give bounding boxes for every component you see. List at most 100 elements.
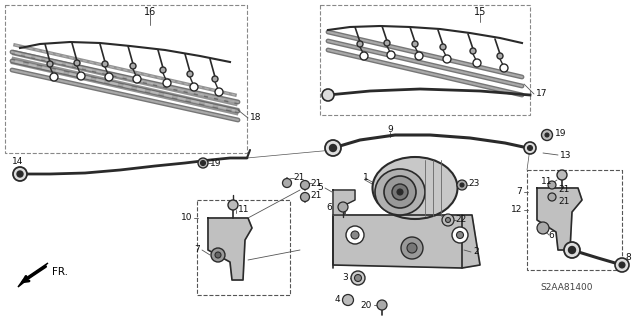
Circle shape [456, 232, 463, 239]
Text: 2: 2 [473, 248, 479, 256]
Text: 7: 7 [516, 188, 522, 197]
Text: 15: 15 [474, 7, 486, 17]
Circle shape [527, 145, 532, 151]
Circle shape [443, 55, 451, 63]
Bar [197, 200, 290, 295]
Circle shape [105, 73, 113, 81]
Polygon shape [18, 263, 48, 287]
Circle shape [301, 192, 310, 202]
Circle shape [74, 60, 80, 66]
Circle shape [133, 75, 141, 83]
Text: 16: 16 [144, 7, 156, 17]
Circle shape [187, 71, 193, 77]
Text: 8: 8 [625, 254, 631, 263]
Text: 18: 18 [250, 114, 262, 122]
Text: 4: 4 [334, 295, 340, 305]
Circle shape [198, 158, 208, 168]
Circle shape [211, 248, 225, 262]
Circle shape [77, 72, 85, 80]
Text: 21: 21 [310, 190, 321, 199]
Circle shape [357, 41, 363, 47]
Circle shape [384, 40, 390, 46]
Text: 6: 6 [326, 204, 332, 212]
Circle shape [355, 275, 362, 281]
Circle shape [338, 202, 348, 212]
Text: 6: 6 [548, 231, 554, 240]
Circle shape [452, 227, 468, 243]
Text: 3: 3 [342, 273, 348, 283]
Text: 11: 11 [238, 205, 250, 214]
Circle shape [460, 183, 464, 187]
Circle shape [377, 300, 387, 310]
Text: S2AA81400: S2AA81400 [540, 283, 593, 292]
Circle shape [619, 262, 625, 268]
Text: 1: 1 [363, 174, 369, 182]
Circle shape [545, 133, 549, 137]
Circle shape [497, 53, 503, 59]
Polygon shape [333, 190, 355, 215]
Circle shape [351, 231, 359, 239]
Circle shape [387, 51, 395, 59]
Text: 9: 9 [387, 125, 393, 135]
Circle shape [445, 218, 451, 222]
Circle shape [301, 181, 310, 189]
Circle shape [346, 226, 364, 244]
Text: 23: 23 [468, 179, 479, 188]
Circle shape [412, 41, 418, 47]
Text: 5: 5 [317, 182, 323, 191]
Circle shape [548, 193, 556, 201]
Ellipse shape [372, 157, 458, 219]
Text: FR.: FR. [52, 267, 68, 277]
Circle shape [322, 89, 334, 101]
Circle shape [384, 176, 416, 208]
Text: 10: 10 [180, 213, 192, 222]
Text: 20: 20 [360, 300, 372, 309]
Text: 12: 12 [511, 205, 522, 214]
Text: 21: 21 [558, 186, 570, 195]
Text: 11: 11 [541, 177, 552, 187]
Circle shape [360, 52, 368, 60]
Circle shape [47, 61, 53, 67]
Circle shape [325, 140, 341, 156]
Circle shape [342, 294, 353, 306]
Text: 19: 19 [210, 159, 221, 167]
Circle shape [615, 258, 629, 272]
Circle shape [17, 171, 23, 177]
Circle shape [163, 79, 171, 87]
Text: 21: 21 [310, 179, 321, 188]
Circle shape [407, 243, 417, 253]
Circle shape [500, 64, 508, 72]
Circle shape [215, 252, 221, 258]
Circle shape [524, 142, 536, 154]
Text: 17: 17 [536, 90, 547, 99]
Circle shape [440, 44, 446, 50]
Circle shape [215, 88, 223, 96]
Polygon shape [208, 218, 252, 280]
Circle shape [457, 180, 467, 190]
Bar [5, 5, 247, 153]
Circle shape [470, 48, 476, 54]
Circle shape [548, 181, 556, 189]
Circle shape [13, 167, 27, 181]
Circle shape [537, 222, 549, 234]
Text: 19: 19 [555, 129, 566, 137]
Circle shape [442, 214, 454, 226]
Circle shape [564, 242, 580, 258]
Circle shape [568, 247, 575, 254]
Text: 21: 21 [293, 174, 305, 182]
Text: 22: 22 [455, 216, 467, 225]
Circle shape [473, 59, 481, 67]
Circle shape [282, 179, 291, 188]
Circle shape [557, 170, 567, 180]
Circle shape [212, 76, 218, 82]
Text: 21: 21 [558, 197, 570, 206]
Bar [320, 5, 530, 115]
Polygon shape [333, 215, 480, 268]
Text: 7: 7 [195, 246, 200, 255]
Ellipse shape [375, 169, 425, 215]
Circle shape [102, 61, 108, 67]
Circle shape [200, 160, 205, 166]
Circle shape [541, 130, 552, 140]
Text: 13: 13 [560, 151, 572, 160]
Circle shape [190, 83, 198, 91]
